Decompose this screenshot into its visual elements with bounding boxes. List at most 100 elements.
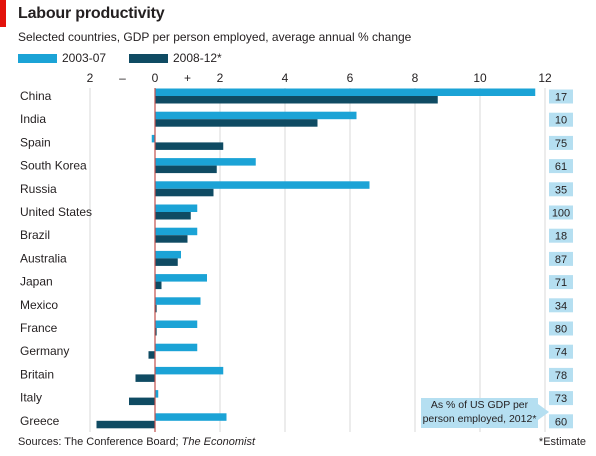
- x-tick-label: –: [119, 71, 126, 85]
- side-value-box: [549, 414, 573, 429]
- legend-swatch: [18, 53, 57, 63]
- x-tick-label: 4: [282, 71, 289, 85]
- bar-2003-07: [155, 88, 536, 96]
- category-label: India: [20, 112, 46, 126]
- bar-2003-07: [155, 181, 370, 189]
- bar-2008-12: [129, 397, 155, 406]
- bar-2003-07: [155, 343, 198, 352]
- bar-2008-12: [155, 142, 224, 150]
- category-label: Germany: [20, 344, 69, 358]
- note-pointer: [538, 404, 549, 420]
- side-value-box: [549, 159, 573, 174]
- footnote: *Estimate: [538, 436, 586, 448]
- side-value: 73: [555, 393, 567, 405]
- side-value-box: [549, 89, 573, 104]
- x-tick-label: 12: [538, 71, 552, 85]
- bar-2008-12: [155, 165, 217, 174]
- category-label: Russia: [20, 182, 57, 196]
- side-value: 80: [555, 324, 567, 336]
- category-label: Britain: [20, 367, 54, 381]
- side-value: 75: [555, 138, 567, 150]
- bar-2003-07: [155, 390, 159, 398]
- bar-2003-07: [155, 158, 256, 166]
- x-tick-label: 2: [87, 71, 94, 85]
- accent-bar: [0, 0, 6, 27]
- x-tick-label: 6: [347, 71, 354, 85]
- side-value-box: [549, 275, 573, 290]
- bar-2003-07: [155, 227, 198, 236]
- x-tick-label: +: [184, 71, 191, 85]
- chart-subtitle: Selected countries, GDP per person emplo…: [18, 30, 412, 44]
- category-label: Italy: [20, 391, 42, 405]
- bar-2003-07: [155, 297, 201, 305]
- category-label: China: [20, 89, 52, 103]
- side-value-box: [549, 251, 573, 266]
- category-label: South Korea: [20, 159, 87, 173]
- bar-2003-07: [155, 274, 207, 282]
- side-value: 100: [552, 208, 570, 220]
- bar-2008-12: [155, 258, 178, 266]
- bar-2008-12: [155, 328, 157, 336]
- category-label: Japan: [20, 275, 53, 289]
- bar-2003-07: [155, 204, 198, 212]
- side-values-note: As % of US GDP per person employed, 2012…: [421, 398, 538, 428]
- legend-swatch: [129, 53, 168, 63]
- side-value-box: [549, 112, 573, 127]
- bar-2003-07: [155, 250, 181, 259]
- side-value-box: [549, 205, 573, 220]
- side-value: 10: [555, 115, 567, 127]
- bar-2008-12: [155, 119, 318, 127]
- side-value: 78: [555, 370, 567, 382]
- category-label: United States: [20, 205, 92, 219]
- source-note: Sources: The Conference Board; The Econo…: [18, 436, 255, 448]
- side-value: 17: [555, 92, 567, 104]
- bar-2008-12: [148, 351, 155, 359]
- bar-2003-07: [155, 366, 224, 375]
- chart-title: Labour productivity: [18, 5, 165, 22]
- side-value-box: [549, 182, 573, 197]
- side-value: 35: [555, 184, 567, 196]
- bar-2003-07: [151, 134, 155, 143]
- category-label: Australia: [20, 251, 67, 265]
- bar-2008-12: [155, 212, 191, 220]
- x-tick-label: 0: [152, 71, 159, 85]
- bar-2008-12: [96, 420, 155, 429]
- side-value: 18: [555, 231, 567, 243]
- bar-2008-12: [155, 96, 438, 104]
- x-tick-label: 2: [217, 71, 224, 85]
- category-label: France: [20, 321, 58, 335]
- side-value-box: [549, 298, 573, 313]
- category-label: Brazil: [20, 228, 50, 242]
- bar-2003-07: [155, 320, 198, 328]
- side-value-box: [549, 391, 573, 406]
- category-label: Greece: [20, 414, 60, 428]
- bar-2003-07: [155, 413, 227, 421]
- bar-2008-12: [155, 188, 214, 197]
- source-publication: The Economist: [181, 436, 256, 448]
- side-value: 60: [555, 416, 567, 428]
- x-tick-label: 8: [412, 71, 419, 85]
- side-value: 74: [555, 347, 567, 359]
- legend-label: 2003-07: [62, 51, 107, 65]
- x-tick-label: 10: [473, 71, 487, 85]
- bar-2008-12: [155, 235, 188, 243]
- bar-2008-12: [155, 281, 162, 290]
- legend-item-2008-12: 2008-12*: [129, 51, 222, 65]
- side-value-box: [549, 367, 573, 382]
- bar-2008-12: [155, 304, 157, 313]
- source-label: Sources: The Conference Board;: [18, 436, 182, 448]
- category-label: Spain: [20, 135, 51, 149]
- side-value: 71: [555, 277, 567, 289]
- legend-item-2003-07: 2003-07: [18, 51, 106, 65]
- side-value-box: [549, 344, 573, 359]
- side-value: 87: [555, 254, 567, 266]
- side-value: 61: [555, 161, 567, 173]
- category-label: Mexico: [20, 298, 58, 312]
- side-value-box: [549, 321, 573, 336]
- bar-2008-12: [135, 374, 155, 382]
- legend-label: 2008-12*: [173, 51, 222, 65]
- bar-2003-07: [155, 111, 357, 120]
- side-value: 34: [555, 300, 567, 312]
- side-value-box: [549, 135, 573, 150]
